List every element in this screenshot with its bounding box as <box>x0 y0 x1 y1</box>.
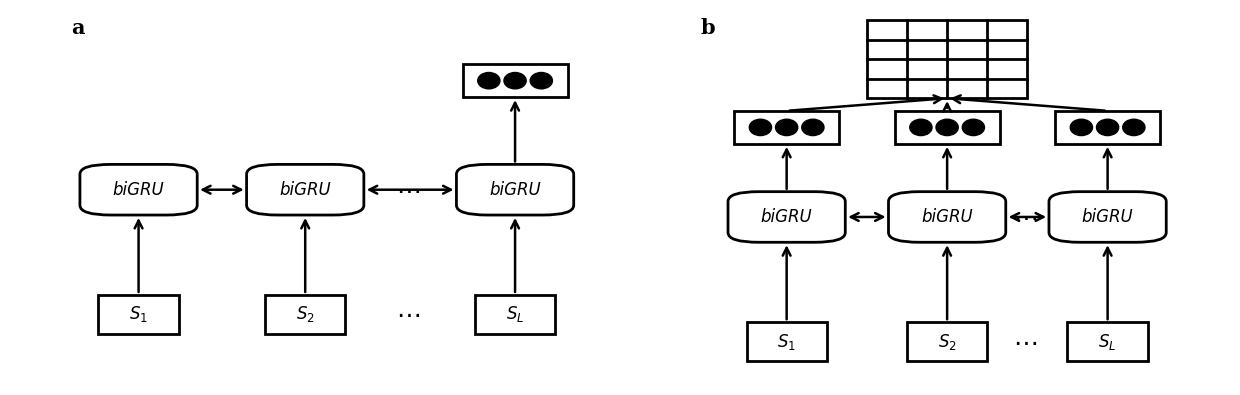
Bar <box>463 64 568 97</box>
Text: biGRU: biGRU <box>279 181 331 199</box>
Text: $\cdots$: $\cdots$ <box>1013 329 1037 354</box>
Text: $\cdots$: $\cdots$ <box>396 302 419 326</box>
Ellipse shape <box>503 73 526 89</box>
Text: biGRU: biGRU <box>761 208 812 226</box>
Ellipse shape <box>802 119 825 135</box>
Bar <box>906 322 987 361</box>
Text: $S_{2}$: $S_{2}$ <box>296 304 315 324</box>
Bar <box>895 111 999 144</box>
Ellipse shape <box>775 119 797 135</box>
Text: $S_{2}$: $S_{2}$ <box>937 331 956 352</box>
Text: biGRU: biGRU <box>1081 208 1133 226</box>
Ellipse shape <box>1096 119 1118 135</box>
Bar <box>746 322 827 361</box>
Ellipse shape <box>531 73 552 89</box>
FancyBboxPatch shape <box>1049 192 1167 242</box>
Ellipse shape <box>1122 119 1145 135</box>
Text: biGRU: biGRU <box>113 181 165 199</box>
Bar <box>867 20 1028 98</box>
Text: a: a <box>71 18 84 38</box>
Bar <box>475 295 556 334</box>
Ellipse shape <box>962 119 985 135</box>
Ellipse shape <box>910 119 932 135</box>
Bar <box>1055 111 1161 144</box>
Bar <box>734 111 839 144</box>
Text: $S_{1}$: $S_{1}$ <box>777 331 796 352</box>
Ellipse shape <box>477 73 500 89</box>
Bar <box>265 295 345 334</box>
Bar <box>1068 322 1148 361</box>
Text: $\cdots$: $\cdots$ <box>1013 205 1037 229</box>
Text: $\cdots$: $\cdots$ <box>396 178 419 202</box>
FancyBboxPatch shape <box>79 164 197 215</box>
Text: $S_{L}$: $S_{L}$ <box>1099 331 1117 352</box>
Bar <box>98 295 179 334</box>
Ellipse shape <box>936 119 959 135</box>
Text: $S_{L}$: $S_{L}$ <box>506 304 525 324</box>
FancyBboxPatch shape <box>728 192 846 242</box>
FancyBboxPatch shape <box>889 192 1006 242</box>
Text: b: b <box>701 18 715 38</box>
Text: $S_{1}$: $S_{1}$ <box>129 304 148 324</box>
Ellipse shape <box>749 119 771 135</box>
FancyBboxPatch shape <box>456 164 574 215</box>
Text: biGRU: biGRU <box>490 181 541 199</box>
Text: biGRU: biGRU <box>921 208 973 226</box>
Ellipse shape <box>1070 119 1092 135</box>
FancyBboxPatch shape <box>247 164 363 215</box>
